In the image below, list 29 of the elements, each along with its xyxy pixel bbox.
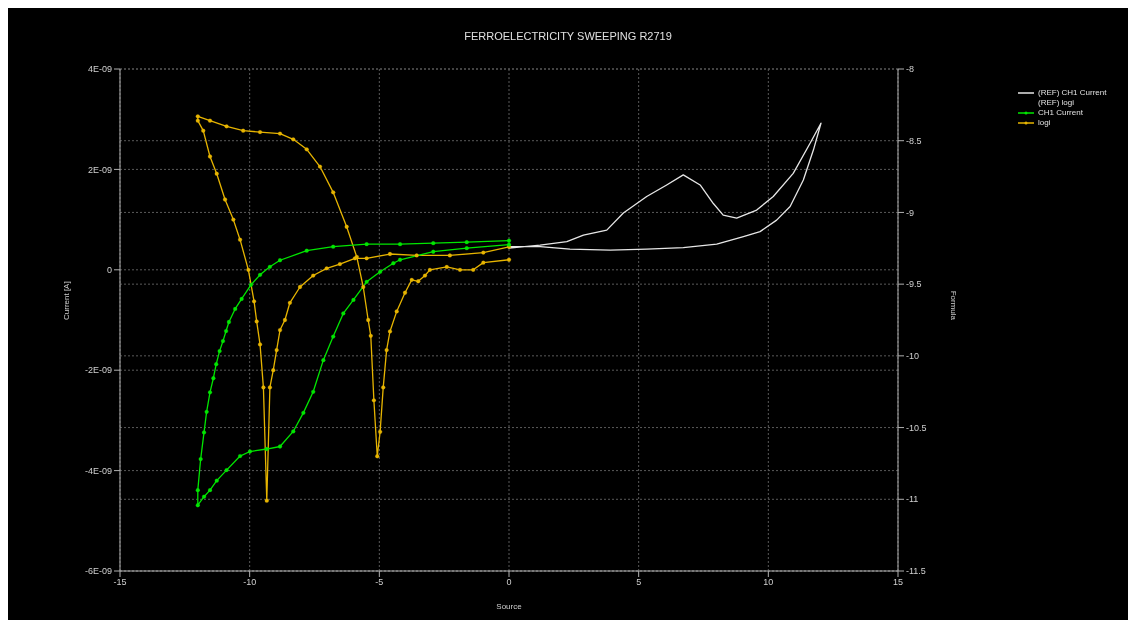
legend-label: CH1 Current	[1038, 108, 1083, 118]
x-tick-label: -10	[243, 577, 257, 588]
y-tick-label: 2E-09	[87, 164, 112, 175]
legend-label: logi	[1038, 118, 1051, 128]
y2-axis-title: Formula	[949, 290, 959, 321]
x-tick-label: 10	[763, 577, 774, 588]
chart-title: FERROELECTRICITY SWEEPING R2719	[463, 30, 673, 42]
x-axis-title: Source	[496, 602, 523, 611]
y-tick-label: -2E-09	[84, 365, 112, 376]
x-tick-label: -15	[113, 577, 127, 588]
y2-tick-label: -9	[906, 207, 915, 218]
y2-tick-label: -11	[906, 494, 919, 505]
y2-tick-label: -10.5	[906, 422, 927, 433]
y-tick-label: -6E-09	[84, 566, 112, 577]
y2-tick-label: -8.5	[906, 135, 922, 146]
x-tick-label: -5	[375, 577, 384, 588]
y2-tick-label: -8	[906, 64, 915, 75]
x-tick-label: 15	[892, 577, 904, 588]
y2-tick-label: -9.5	[906, 279, 922, 290]
y-tick-label: 4E-09	[87, 64, 112, 75]
x-tick-label: 0	[506, 577, 512, 588]
y2-tick-label: -10	[906, 351, 920, 362]
x-tick-label: 5	[636, 577, 642, 588]
y2-tick-label: -11.5	[906, 566, 926, 577]
legend-label: (REF) CH1 Current	[1038, 88, 1107, 98]
y-tick-label: -4E-09	[84, 465, 112, 476]
text: (REF) logi	[1038, 98, 1075, 108]
y-axis-title: Current [A]	[61, 281, 71, 320]
y-tick-label: 0	[106, 264, 112, 275]
